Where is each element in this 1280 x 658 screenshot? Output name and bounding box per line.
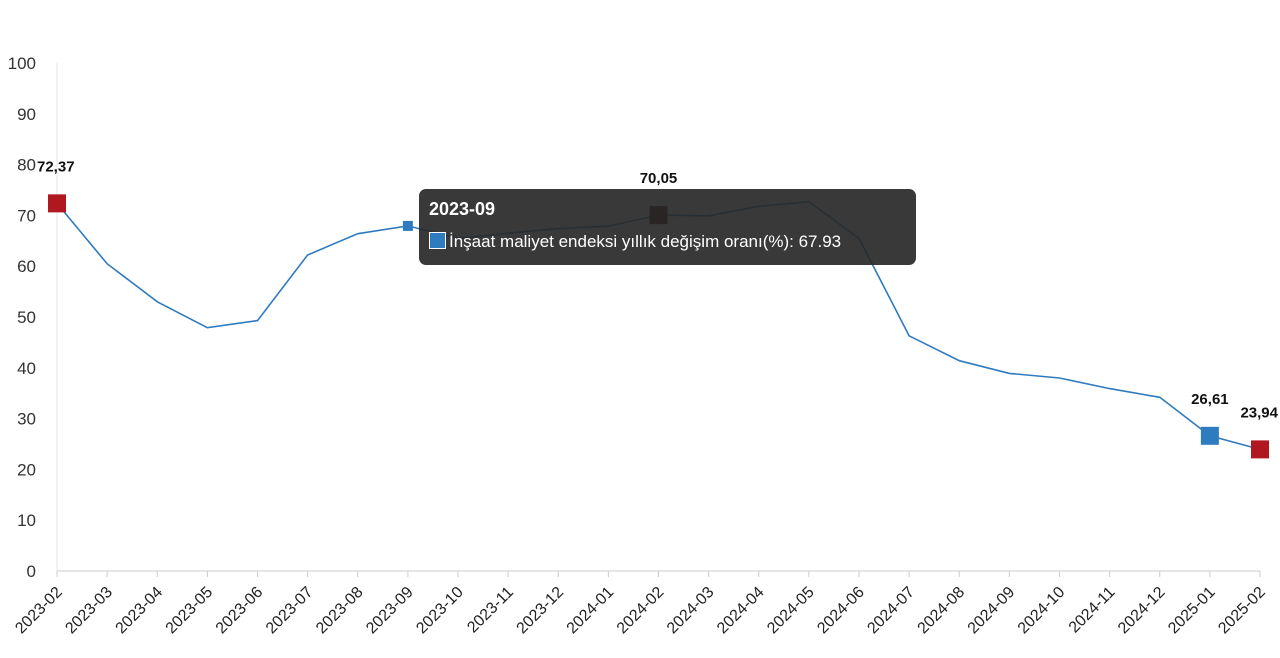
- x-tick-label: 2025-02: [1215, 584, 1269, 638]
- chart-tooltip: 2023-09 İnşaat maliyet endeksi yıllık de…: [419, 189, 916, 265]
- data-label: 72,37: [37, 158, 75, 175]
- x-tick-label: 2023-05: [163, 584, 217, 638]
- tooltip-series-swatch: [429, 232, 446, 249]
- x-tick-label: 2024-05: [764, 584, 818, 638]
- y-tick-label: 20: [17, 460, 36, 479]
- highlight-point[interactable]: [48, 194, 66, 213]
- y-axis-ticks: 0 10 20 30 40 50 60 70 80 90 100: [8, 54, 36, 581]
- x-tick-label: 2023-03: [62, 584, 116, 638]
- y-tick-label: 80: [17, 156, 36, 175]
- data-label: 23,94: [1240, 404, 1278, 421]
- y-tick-label: 10: [17, 511, 36, 530]
- tooltip-series-name: İnşaat maliyet endeksi yıllık değişim or…: [449, 232, 790, 251]
- x-tick-label: 2024-12: [1115, 584, 1169, 638]
- y-tick-label: 70: [17, 206, 36, 225]
- x-tick-label: 2024-10: [1015, 584, 1069, 638]
- y-tick-label: 30: [17, 410, 36, 429]
- data-label: 26,61: [1191, 391, 1229, 408]
- x-tick-label: 2024-03: [664, 584, 718, 638]
- tooltip-row: İnşaat maliyet endeksi yıllık değişim or…: [429, 232, 841, 252]
- x-tick-label: 2024-04: [714, 584, 768, 638]
- x-axis-ticks: 2023-022023-032023-042023-052023-062023-…: [12, 571, 1269, 637]
- x-tick-label: 2023-12: [514, 584, 568, 638]
- x-tick-label: 2023-02: [12, 584, 66, 638]
- highlight-markers: 72,37 70,05 26,61 23,94: [37, 158, 1279, 459]
- y-tick-label: 0: [27, 562, 36, 581]
- x-tick-label: 2023-06: [213, 584, 267, 638]
- x-tick-label: 2024-01: [564, 584, 618, 638]
- hover-point-marker[interactable]: [402, 220, 413, 231]
- x-tick-label: 2023-10: [413, 584, 467, 638]
- y-tick-label: 100: [8, 54, 36, 73]
- data-label: 70,05: [640, 170, 678, 187]
- highlight-point[interactable]: [1251, 440, 1269, 459]
- x-tick-label: 2024-09: [965, 584, 1019, 638]
- x-tick-label: 2023-08: [313, 584, 367, 638]
- y-tick-label: 50: [17, 308, 36, 327]
- x-tick-label: 2023-04: [113, 584, 167, 638]
- hover-point[interactable]: [402, 220, 413, 231]
- x-tick-label: 2024-06: [814, 584, 868, 638]
- x-tick-label: 2024-07: [864, 584, 918, 638]
- y-tick-label: 90: [17, 105, 36, 124]
- tooltip-value: 67.93: [798, 232, 842, 251]
- x-tick-label: 2024-08: [915, 584, 969, 638]
- x-tick-label: 2024-11: [1066, 584, 1119, 637]
- y-tick-label: 60: [17, 257, 36, 276]
- y-tick-label: 40: [17, 359, 36, 378]
- tooltip-title: 2023-09: [429, 199, 496, 219]
- x-tick-label: 2023-09: [363, 584, 417, 638]
- x-tick-label: 2023-07: [263, 584, 317, 638]
- x-tick-label: 2025-01: [1165, 584, 1219, 638]
- x-tick-label: 2024-02: [614, 584, 668, 638]
- highlight-point[interactable]: [1200, 426, 1219, 445]
- x-tick-label: 2023-11: [464, 584, 517, 637]
